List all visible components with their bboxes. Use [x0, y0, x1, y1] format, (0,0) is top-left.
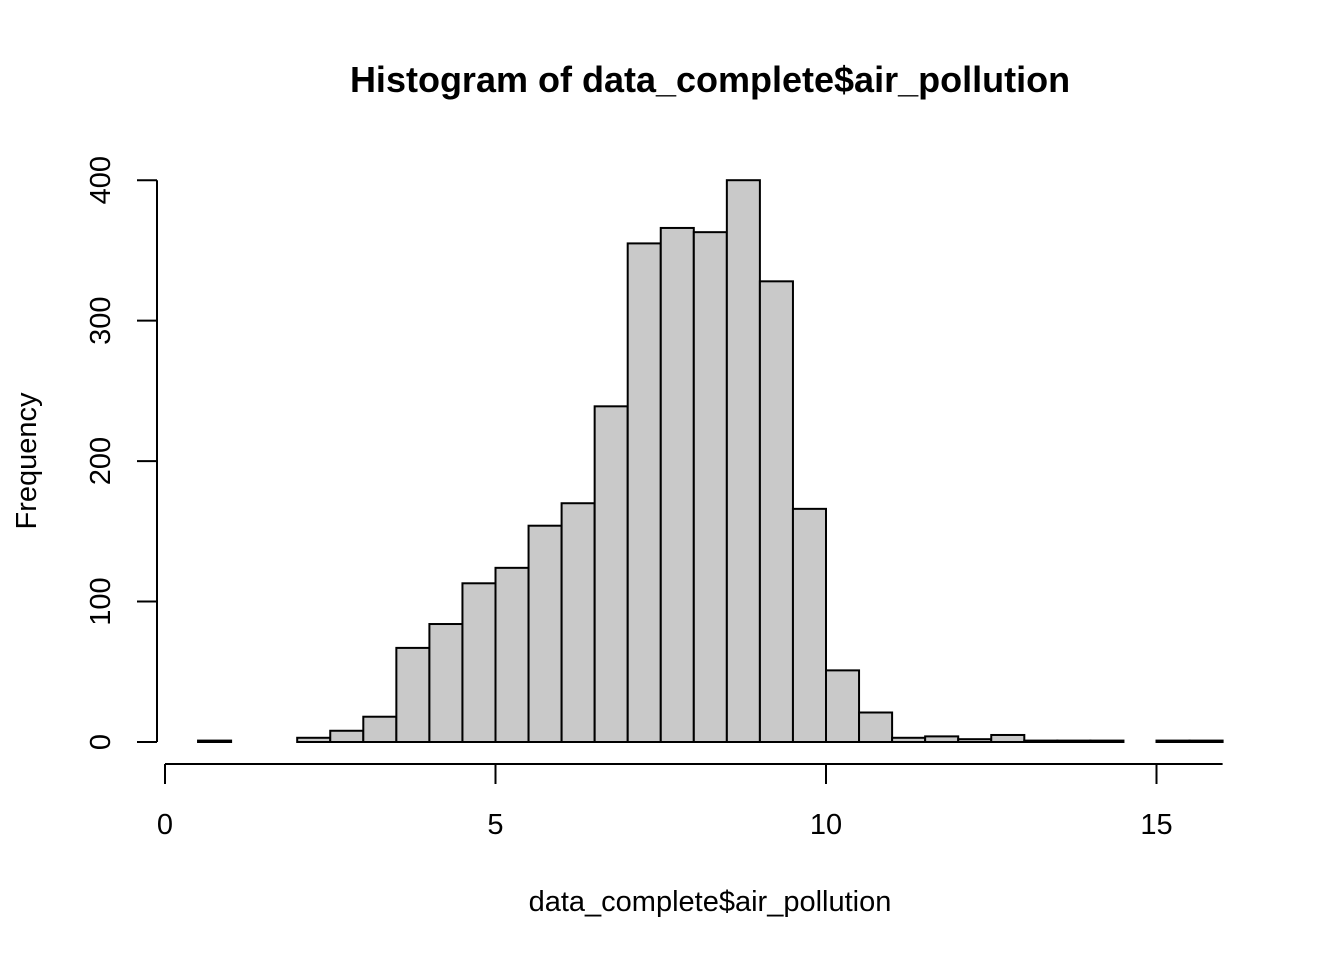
histogram-bar — [891, 736, 927, 743]
histogram-bar — [825, 669, 861, 743]
histogram-bar — [791, 507, 828, 743]
histogram-bar — [494, 566, 530, 743]
histogram-bar — [924, 735, 960, 744]
chart-title: Histogram of data_complete$air_pollution — [350, 59, 1070, 100]
x-axis: 0 5 10 15 — [157, 763, 1223, 841]
histogram-bar — [527, 524, 563, 743]
histogram-bar — [957, 738, 993, 743]
x-tick-label: 5 — [487, 809, 503, 841]
histogram-bar — [593, 405, 629, 743]
x-tick-label: 15 — [1140, 809, 1172, 841]
histogram-bar — [395, 646, 431, 743]
histogram-bar — [659, 226, 695, 743]
histogram-bar — [461, 582, 497, 743]
y-tick-label: 300 — [85, 296, 117, 344]
histogram-bar — [626, 242, 662, 743]
y-tick-label: 0 — [85, 734, 117, 750]
histogram-bar — [758, 280, 794, 743]
histogram-bar — [692, 231, 728, 743]
histogram-bar — [1155, 739, 1191, 744]
y-tick-label: 100 — [85, 577, 117, 625]
histogram-bar — [1089, 739, 1125, 744]
histogram-bar — [1188, 739, 1224, 744]
histogram-bar — [1023, 739, 1059, 744]
histogram-bar — [858, 711, 894, 743]
histogram-bar — [560, 502, 596, 743]
histogram-bar — [296, 736, 332, 743]
x-tick-label: 0 — [157, 809, 173, 841]
histogram-bar — [990, 733, 1026, 743]
y-axis-label: Frequency — [11, 392, 43, 530]
histogram-bar — [197, 739, 233, 744]
y-axis: 0 100 200 300 400 — [85, 156, 158, 750]
histogram-bar — [329, 729, 365, 743]
histogram-bar — [428, 623, 464, 743]
x-axis-label: data_complete$air_pollution — [529, 886, 892, 918]
y-tick-label: 400 — [85, 156, 117, 204]
histogram-bar — [725, 179, 761, 743]
histogram-bar — [362, 715, 398, 743]
histogram-bar — [1056, 739, 1092, 744]
y-tick-label: 200 — [85, 437, 117, 485]
x-tick-label: 10 — [810, 809, 842, 841]
histogram-bars — [197, 179, 1224, 744]
